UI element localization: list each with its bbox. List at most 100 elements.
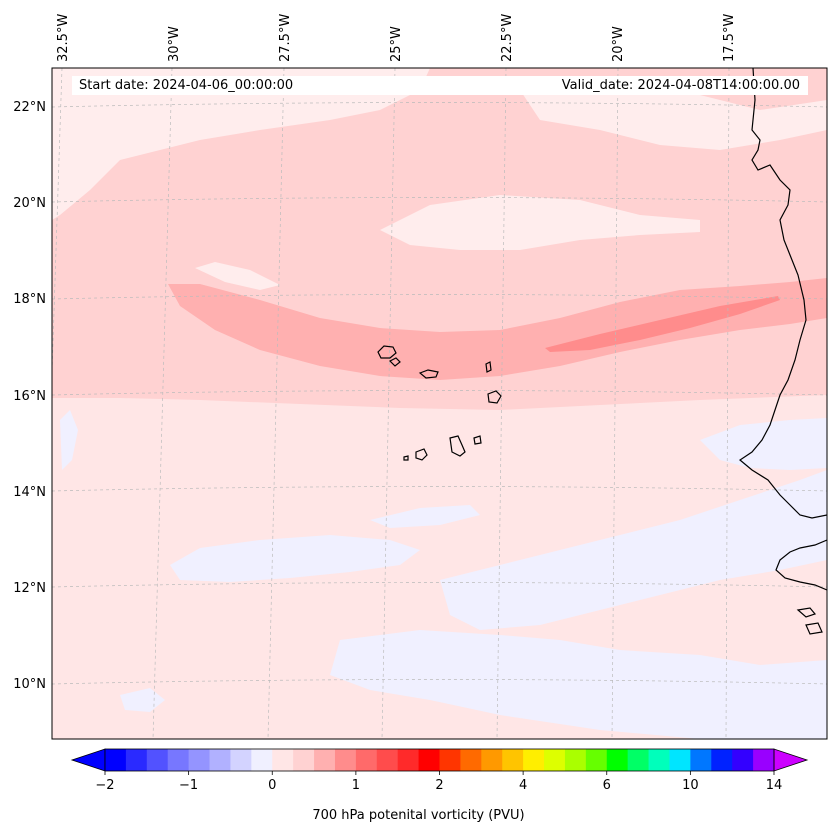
cape-verde-sao-nicolau (418, 369, 439, 379)
colorbar-cell (230, 749, 252, 771)
colorbar-under-triangle (70, 748, 106, 772)
lon-label: 25°W (389, 26, 404, 62)
cape-verde-sao-vicente (388, 357, 401, 367)
lon-label: 20°W (611, 26, 626, 62)
bijagos-islands (796, 607, 823, 635)
colorbar-cell (732, 749, 754, 771)
parallel-line (52, 390, 827, 396)
meridian-line (152, 68, 173, 739)
cape-verde-fogo (415, 448, 428, 461)
colorbar-cell (564, 749, 587, 771)
colorbar-cell (105, 749, 127, 771)
colorbar-cell (544, 749, 566, 771)
colorbar-cell (167, 749, 190, 771)
colorbar-cell (418, 749, 440, 771)
colorbar-cell (711, 749, 733, 771)
colorbar-cell (523, 749, 545, 771)
lat-label: 18°N (13, 292, 46, 307)
field-white-patch-4 (195, 262, 280, 290)
field-pale-blue-5 (330, 630, 827, 739)
field-pale-blue-2 (370, 505, 480, 528)
meridian-line (725, 68, 730, 739)
colorbar-cell (293, 749, 315, 771)
meridian-line (496, 68, 507, 739)
colorbar-tick-label: 0 (268, 778, 276, 793)
colorbar-cell (209, 749, 231, 771)
field-dark-pink-streak (545, 296, 780, 352)
meridian-line (611, 68, 619, 739)
lat-label: 12°N (13, 581, 46, 596)
field-pale-blue-3 (440, 470, 827, 630)
cape-verde-boavista (487, 390, 502, 404)
colorbar-cell (502, 749, 524, 771)
colorbar-cell (585, 749, 608, 771)
colorbar-cell (376, 749, 399, 771)
field-white-patch-2 (520, 85, 827, 150)
colorbar-cell (397, 749, 420, 771)
colorbar-cell (669, 749, 691, 771)
parallel-line (52, 679, 827, 685)
parallel-line (52, 294, 827, 300)
coastlines (377, 68, 827, 635)
lat-label: 10°N (13, 677, 46, 692)
colorbar-title: 700 hPa potenital vorticity (PVU) (312, 808, 525, 823)
lat-label: 20°N (13, 196, 46, 211)
colorbar-tick-label: 1 (352, 778, 360, 793)
colorbar-cell (627, 749, 650, 771)
field-white-patch-1 (52, 68, 430, 220)
colorbar-tick-label: −2 (95, 778, 114, 793)
field-pale-blue-4 (700, 418, 827, 470)
colorbar-cell (481, 749, 503, 771)
valid-date-label: Valid_date: 2024-04-08T14:00:00.00 (362, 76, 808, 95)
colorbar-tick-label: 4 (519, 778, 527, 793)
lon-label: 27.5°W (278, 14, 293, 62)
colorbar-cell (460, 749, 482, 771)
lat-label: 16°N (13, 389, 46, 404)
parallel-line (52, 582, 827, 588)
colorbar-cell (439, 749, 461, 771)
pv-field (52, 68, 827, 739)
colorbar-cell (272, 749, 294, 771)
meridian-line (381, 68, 396, 739)
start-date-label: Start date: 2024-04-06_00:00:00 (72, 76, 369, 95)
lon-tick-labels: 32.5°W 30°W 27.5°W 25°W 22.5°W 20°W 17.5… (56, 14, 737, 62)
colorbar-cell (125, 749, 148, 771)
colorbar-cell (606, 749, 629, 771)
parallel-line (52, 197, 827, 203)
parallel-line (52, 102, 827, 108)
colorbar-cell (251, 749, 273, 771)
field-pale-blue-6 (60, 410, 78, 470)
colorbar-tick-label: 2 (435, 778, 443, 793)
colorbar-tick-label: 6 (603, 778, 611, 793)
lon-label: 30°W (167, 26, 182, 62)
field-mid-pink-band (168, 278, 827, 380)
colorbar-cell (334, 749, 357, 771)
africa-coast-south (775, 539, 827, 591)
colorbar-cell (753, 749, 775, 771)
lat-label: 22°N (13, 100, 46, 115)
cape-verde-sal (485, 361, 492, 373)
colorbar-over-triangle (773, 748, 809, 772)
colorbar-cell (314, 749, 336, 771)
colorbar-tick-label: 10 (682, 778, 699, 793)
colorbar-cell (188, 749, 211, 771)
field-white-patch-3 (380, 195, 700, 250)
cape-verde-santo-antao (377, 345, 397, 359)
colorbar-cells (105, 749, 775, 771)
lat-tick-labels: 22°N 20°N 18°N 16°N 14°N 12°N 10°N (13, 100, 46, 692)
africa-coastline (738, 68, 827, 519)
lon-label: 22.5°W (500, 14, 515, 62)
cape-verde-santiago (449, 435, 466, 457)
lat-label: 14°N (13, 485, 46, 500)
cape-verde-maio (473, 435, 482, 445)
colorbar-cell (146, 749, 169, 771)
colorbar-ticks: −2 −1 0 1 2 4 6 10 14 (95, 771, 782, 793)
colorbar-cell (648, 749, 670, 771)
colorbar-cell (355, 749, 378, 771)
colorbar-tick-label: −1 (179, 778, 198, 793)
colorbar-tick-label: 14 (766, 778, 783, 793)
cape-verde-brava (403, 455, 409, 461)
colorbar: −2 −1 0 1 2 4 6 10 14 (70, 748, 809, 793)
colorbar-cell (690, 749, 712, 771)
